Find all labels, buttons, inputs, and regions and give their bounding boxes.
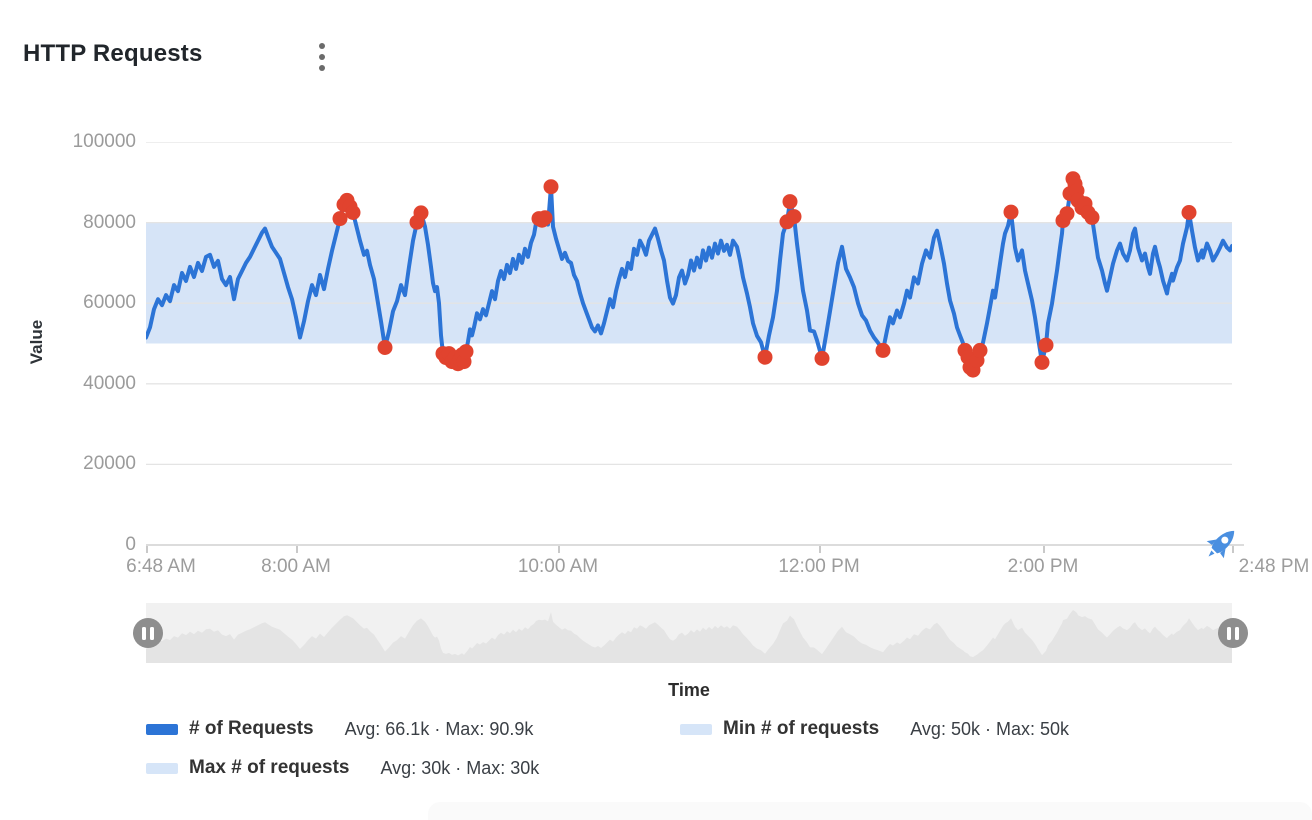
chart-plot-area[interactable]: 100000 80000 60000 40000 20000 0 [73,131,1234,555]
legend-swatch-blue [146,723,178,735]
anomaly-dot[interactable] [413,205,429,221]
next-panel-edge [428,802,1312,820]
y-tick-label: 80000 [83,211,136,233]
anomaly-dot[interactable] [1084,209,1100,225]
legend-item-requests[interactable]: # of Requests Avg: 66.1k · Max: 90.9k [146,714,680,744]
legend-series-name: Max # of requests [189,757,350,778]
anomaly-dot[interactable] [814,350,830,366]
anomaly-dot[interactable] [1038,337,1054,353]
x-tick-label: 6:48 AM [126,556,196,577]
x-tick-mark [146,546,148,553]
x-tick-mark [819,546,821,553]
anomaly-dot[interactable] [972,342,988,358]
chart-legend: # of Requests Avg: 66.1k · Max: 90.9k Mi… [146,714,1069,783]
anomaly-dot[interactable] [875,342,891,358]
anomaly-dot[interactable] [332,211,348,227]
x-tick-mark [1232,546,1234,553]
x-axis-line [146,544,1244,546]
time-range-brush[interactable] [133,603,1248,663]
legend-swatch-lightblue [146,762,178,774]
timeseries-chart[interactable] [144,141,1234,545]
y-tick-label: 0 [125,534,136,555]
anomaly-dot[interactable] [757,349,773,365]
page-title: HTTP Requests [23,40,203,67]
y-axis-title: Value [27,319,46,365]
brush-minimap [146,610,1232,663]
legend-item-max-requests[interactable]: Max # of requests Avg: 30k · Max: 30k [146,753,680,783]
anomaly-dot[interactable] [782,194,798,210]
x-tick-mark [1043,546,1045,553]
legend-item-min-requests[interactable]: Min # of requests Avg: 50k · Max: 50k [680,714,1069,744]
threshold-band [146,222,1232,344]
anomaly-dot[interactable] [543,179,559,195]
x-tick-label: 10:00 AM [517,556,599,577]
legend-series-name: Min # of requests [723,718,880,739]
x-tick-label: 8:00 AM [261,556,331,577]
anomaly-dot[interactable] [1003,204,1019,220]
y-tick-label: 20000 [83,453,136,475]
minimap-area [146,610,1232,663]
legend-swatch-lightblue [680,723,712,735]
brush-handle-left[interactable] [133,618,163,648]
panel-menu-kebab-icon[interactable] [310,42,334,72]
legend-series-stats: Avg: 50k · Max: 50k [910,718,1069,739]
anomaly-dot[interactable] [1181,205,1197,220]
legend-series-name: # of Requests [189,718,314,739]
y-tick-label: 40000 [83,372,136,394]
anomaly-dot[interactable] [377,340,393,355]
anomaly-dot[interactable] [1059,206,1075,222]
x-axis-title: Time [668,680,710,700]
legend-series-stats: Avg: 66.1k · Max: 90.9k [344,718,534,739]
x-tick-label: 2:48 PM [1238,556,1310,577]
x-tick-label: 12:00 PM [778,556,860,577]
anomaly-dot[interactable] [786,209,802,225]
brush-handle-right[interactable] [1218,618,1248,648]
x-tick-mark [296,546,298,553]
legend-series-stats: Avg: 30k · Max: 30k [380,757,540,778]
x-tick-mark [558,546,560,553]
anomaly-dot[interactable] [345,205,361,220]
rocket-annotation-icon[interactable] [1200,521,1244,565]
y-tick-label: 100000 [72,131,136,152]
anomaly-dot[interactable] [458,344,474,360]
anomaly-dot[interactable] [537,210,553,226]
anomaly-dot[interactable] [1034,354,1050,370]
x-tick-label: 2:00 PM [1007,556,1079,577]
y-tick-label: 60000 [83,292,136,314]
